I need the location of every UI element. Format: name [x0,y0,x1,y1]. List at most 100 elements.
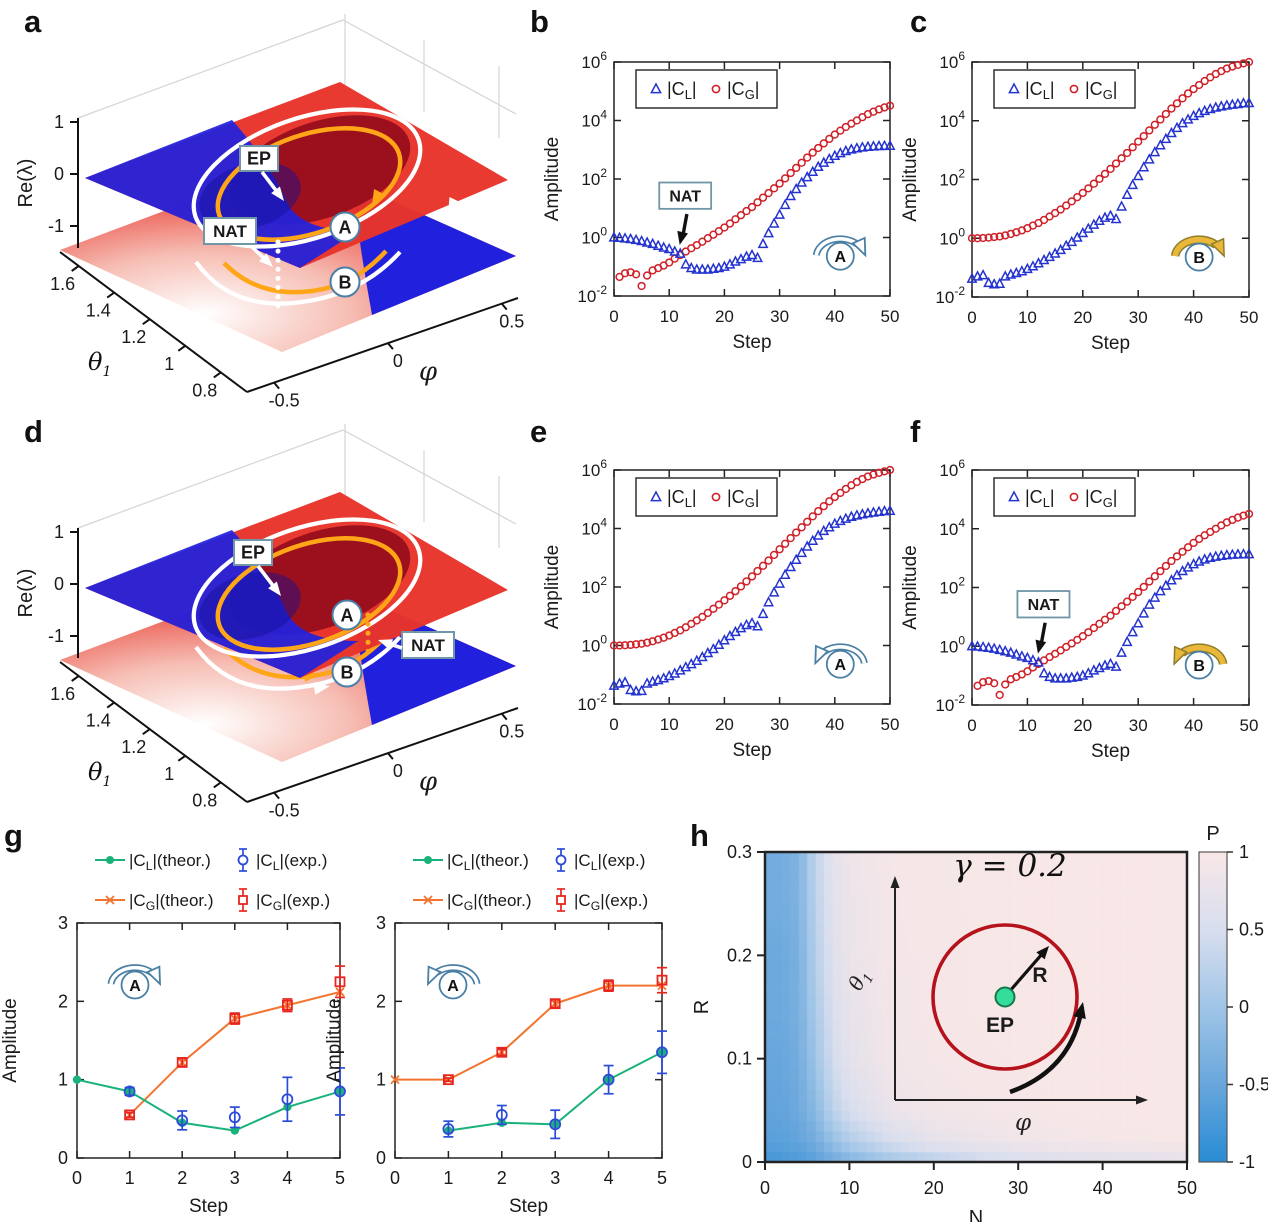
panel-letter-g: g [4,818,23,853]
svg-text:1: 1 [164,354,174,374]
legend: |CL| |CG| [635,477,778,517]
svg-text:Step: Step [509,1196,548,1217]
svg-text:0: 0 [760,1178,770,1198]
svg-text:EP: EP [247,149,271,169]
svg-text:0: 0 [58,1148,68,1168]
svg-text:10-2: 10-2 [577,691,607,714]
svg-text:B: B [1193,658,1205,675]
svg-text:|CG|: |CG| [727,79,759,102]
svg-text:0: 0 [742,1152,752,1172]
axes-ticks: 10-2 100 102 104 106 0 10 20 30 40 50 [935,457,1258,735]
svg-text:0.8: 0.8 [192,380,217,400]
legend: |CL| |CG| [635,69,778,109]
state-B-marker: B [331,656,363,688]
series-CG [967,57,1254,243]
svg-text:0: 0 [393,351,403,371]
loop-B-cw-icon: B [1170,235,1225,272]
loop-A-ccw-icon: A [427,964,481,1000]
svg-text:30: 30 [1008,1178,1028,1198]
svg-text:NAT: NAT [213,222,247,241]
svg-text:1.4: 1.4 [86,301,111,321]
svg-text:1.6: 1.6 [50,274,75,294]
svg-text:50: 50 [1240,716,1259,735]
svg-text:3: 3 [550,1168,560,1188]
svg-text:B: B [341,663,354,683]
series-CL [608,139,896,274]
state-A-marker: A [329,211,361,243]
svg-text:0.5: 0.5 [499,312,524,332]
svg-text:-0.5: -0.5 [269,801,300,821]
svg-text:1: 1 [58,1070,68,1090]
loop-A-cw-icon: A [107,964,161,1000]
svg-text:A: A [129,978,141,995]
svg-text:-0.5: -0.5 [269,391,300,411]
series-CG [609,465,895,650]
svg-text:102: 102 [581,574,607,597]
svg-text:100: 100 [939,225,965,248]
panel-e-log-scatter-plot: 10-2 100 102 104 106 0 10 20 30 40 50 Step Amplitude… [520,410,900,820]
svg-text:-0.5: -0.5 [1239,1075,1268,1095]
axes-ticks: 10-2 100 102 104 106 0 10 20 30 40 50 [577,457,899,734]
svg-text:50: 50 [881,715,900,734]
legend: |CL| |CG| [993,477,1136,517]
svg-text:1: 1 [54,112,64,132]
svg-text:0.5: 0.5 [1239,920,1264,940]
svg-text:1.2: 1.2 [121,737,146,757]
axes: 1 0 -1 Re(λ) 1.6 1.4 1.2 1 0.8 θ1 -0.5 0 0.5 φ [15,522,524,821]
panel-letter-e: e [530,414,548,449]
panel-c-log-scatter-plot: 10-2 100 102 104 106 0 10 20 30 40 50 Step Amplitude… [900,0,1268,410]
heatmap-image [765,852,1187,1162]
loop-A-cw-icon: A [812,235,867,271]
svg-text:|CL|: |CL| [1025,79,1055,102]
svg-text:|CG|: |CG| [1085,487,1117,510]
svg-text:0: 0 [967,308,976,327]
svg-text:20: 20 [924,1178,944,1198]
svg-text:0.1: 0.1 [727,1049,752,1069]
svg-text:30: 30 [1129,716,1148,735]
svg-text:5: 5 [657,1168,667,1188]
svg-text:10: 10 [839,1178,859,1198]
svg-text:φ: φ [419,767,438,797]
axes-ticks: 10-2 100 102 104 106 0 10 20 30 40 50 [577,49,899,326]
series-CG [973,509,1254,700]
svg-text:102: 102 [939,575,965,598]
svg-text:φ: φ [419,357,438,387]
svg-text:104: 104 [581,108,607,131]
surface-plot-a: 1 0 -1 Re(λ) 1.6 1.4 1.2 1 0.8 θ1 -0.5 0 0.5 φ EP NAT A B [15,14,524,411]
svg-text:A: A [835,249,847,266]
svg-text:Amplitude: Amplitude [542,137,563,222]
svg-text:B: B [1193,250,1205,267]
svg-text:Amplitude: Amplitude [900,137,921,222]
svg-text:|CG|(theor.): |CG|(theor.) [129,891,214,913]
svg-text:Amplitude: Amplitude [0,998,21,1083]
svg-text:B: B [339,273,352,293]
svg-text:10-2: 10-2 [577,283,607,306]
svg-text:50: 50 [1177,1178,1197,1198]
svg-text:0: 0 [376,1148,386,1168]
svg-text:A: A [341,606,354,626]
series-exp [124,965,346,1121]
axes-ticks: 0 1 2 3 0 1 2 3 4 5 [58,913,345,1188]
panel-letter-d: d [24,414,43,449]
svg-text:0.3: 0.3 [727,842,752,862]
ep-encircling-diagram: θ1 φ R EP [843,876,1148,1136]
chart-e: 10-2 100 102 104 106 0 10 20 30 40 50 Step Amplitude… [542,457,899,761]
svg-text:40: 40 [1184,308,1203,327]
panel-g-right-errorbar-plot: 0 1 2 3 0 1 2 3 4 5 Step Amplitude |CL|(theor.) |CL|(… [310,828,690,1222]
svg-text:1: 1 [164,764,174,784]
svg-text:φ: φ [1015,1110,1032,1136]
svg-text:-1: -1 [1239,1152,1255,1172]
grid-lines [77,14,517,138]
svg-text:θ1: θ1 [88,758,111,790]
nat-annotation: NAT [658,181,713,245]
svg-text:1.4: 1.4 [86,711,111,731]
svg-text:10: 10 [1018,716,1037,735]
svg-text:2: 2 [177,1168,187,1188]
svg-text:|CG|: |CG| [1085,79,1117,102]
svg-text:106: 106 [581,457,607,480]
svg-text:20: 20 [1073,308,1092,327]
svg-text:|CL|(exp.): |CL|(exp.) [574,851,645,873]
series-exp [123,1067,346,1131]
